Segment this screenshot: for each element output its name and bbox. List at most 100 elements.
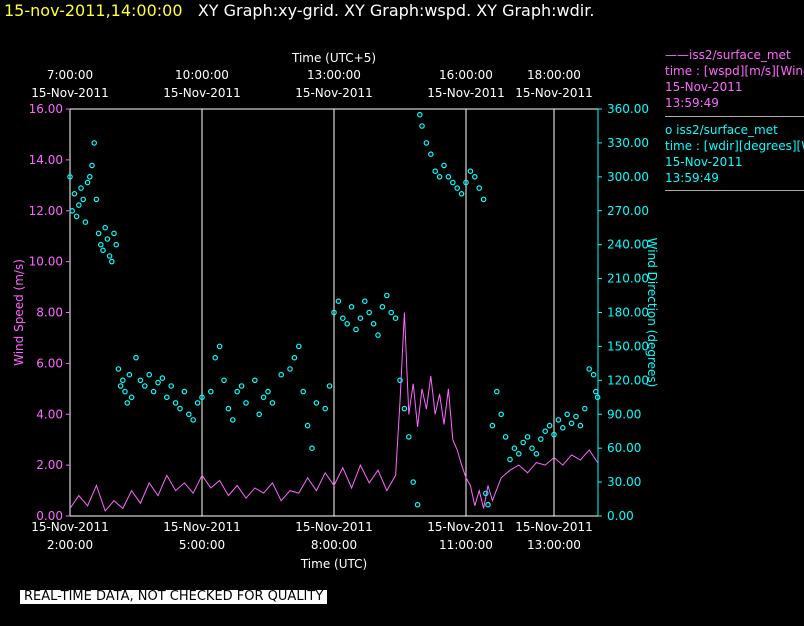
wind-direction-point [416,111,423,118]
right-tick-label: 270.00 [607,204,649,218]
wind-direction-point [533,450,540,457]
bottom-tick-date: 15-Nov-2011 [515,520,593,534]
top-tick-time: 7:00:00 [47,68,93,82]
wind-direction-point [423,140,430,146]
header-timestamp: 15-nov-2011,14:00:00 [4,1,183,20]
wind-direction-point [120,377,126,384]
wind-direction-point [309,445,315,452]
legend-wspd-series: ——iss2/surface_met [665,48,791,62]
left-tick-label: 0.00 [36,509,63,523]
right-tick-label: 60.00 [607,441,641,455]
wind-direction-point [84,179,91,186]
wind-direction-point [348,303,355,310]
wind-direction-point [89,162,95,169]
wind-direction-point [109,258,115,265]
wind-direction-point [238,383,245,389]
top-tick-time: 13:00:00 [307,68,361,82]
wind-direction-point [471,174,478,180]
wind-direction-point [353,326,359,333]
wind-direction-point [76,202,82,208]
wind-direction-point [524,434,531,440]
wind-direction-point [405,434,412,440]
wind-direction-point [463,179,469,186]
wind-direction-point [117,383,124,389]
wind-direction-point [489,422,496,429]
wind-direction-point [252,377,258,384]
wind-direction-point [208,388,214,395]
wind-direction-point [146,371,153,378]
wind-direction-point [82,219,89,225]
wind-direction-point [357,315,364,322]
wind-direction-point [313,400,320,406]
bottom-tick-date: 15-Nov-2011 [427,520,505,534]
wind-direction-point [520,439,527,446]
wind-direction-point [93,196,100,203]
wind-direction-point [230,417,236,423]
wind-direction-point [559,424,566,431]
wind-direction-point [401,405,408,412]
bottom-tick-date: 15-Nov-2011 [31,520,109,534]
wind-direction-point [397,377,403,384]
legend-wspd-time: 13:59:49 [665,96,719,110]
wind-direction-point [212,354,219,361]
wind-direction-point [379,303,386,310]
top-tick-date: 15-Nov-2011 [163,86,241,100]
wind-direction-point [300,388,307,395]
wind-direction-point [71,191,78,197]
left-tick-label: 16.00 [29,102,63,116]
wind-direction-point [122,388,128,395]
wind-direction-point [419,123,425,129]
wind-direction-point [594,394,601,401]
wind-direction-point [511,445,518,452]
wind-direction-point [590,371,597,378]
bottom-tick-time: 11:00:00 [439,538,493,552]
wind-direction-point [295,343,302,350]
wind-direction-point [126,371,133,378]
left-tick-label: 4.00 [36,407,63,421]
legend-wspd: ——iss2/surface_met time : [wspd][m/s][Wi… [665,47,804,111]
wind-direction-point [441,162,447,169]
top-tick-date: 15-Nov-2011 [295,86,373,100]
wind-direction-point [507,456,513,463]
wind-direction-point [467,168,474,175]
wind-direction-point [269,400,276,406]
wind-direction-point [502,434,509,440]
top-tick-time: 18:00:00 [527,68,581,82]
right-tick-label: 330.00 [607,136,649,150]
wind-direction-point [216,343,223,350]
wind-direction-point [67,174,73,180]
top-tick-date: 15-Nov-2011 [427,86,505,100]
wind-direction-point [476,185,483,191]
wind-direction-point [498,411,505,418]
wind-direction-point [493,388,500,395]
wind-direction-point [98,241,104,248]
top-tick-date: 15-Nov-2011 [515,86,593,100]
left-axis-title: Wind Speed (m/s) [12,259,26,366]
legend-wdir: o iss2/surface_met time : [wdir][degrees… [665,122,804,186]
wind-direction-point [339,315,346,322]
wind-speed-line [69,312,599,512]
wind-direction-point [164,394,170,401]
wind-direction-point [586,366,593,372]
wind-direction-point [243,400,249,406]
right-tick-label: 0.00 [607,509,634,523]
right-tick-label: 360.00 [607,102,649,116]
wind-direction-point [159,375,166,381]
wind-direction-point [69,208,76,214]
wind-direction-point [568,420,575,427]
left-tick-label: 8.00 [36,306,63,320]
top-tick-time: 16:00:00 [439,68,493,82]
wind-direction-point [102,224,109,231]
right-tick-label: 90.00 [607,407,641,421]
wind-direction-point [414,501,421,508]
wind-direction-point [454,185,461,191]
right-tick-label: 240.00 [607,238,649,252]
bottom-tick-time: 5:00:00 [179,538,225,552]
top-tick-time: 10:00:00 [175,68,229,82]
wind-direction-point [80,196,87,203]
wind-direction-point [168,383,175,389]
wind-direction-point [383,292,390,299]
wind-direction-point [410,479,417,485]
bottom-tick-date: 15-Nov-2011 [295,520,373,534]
wind-direction-point [128,394,135,401]
